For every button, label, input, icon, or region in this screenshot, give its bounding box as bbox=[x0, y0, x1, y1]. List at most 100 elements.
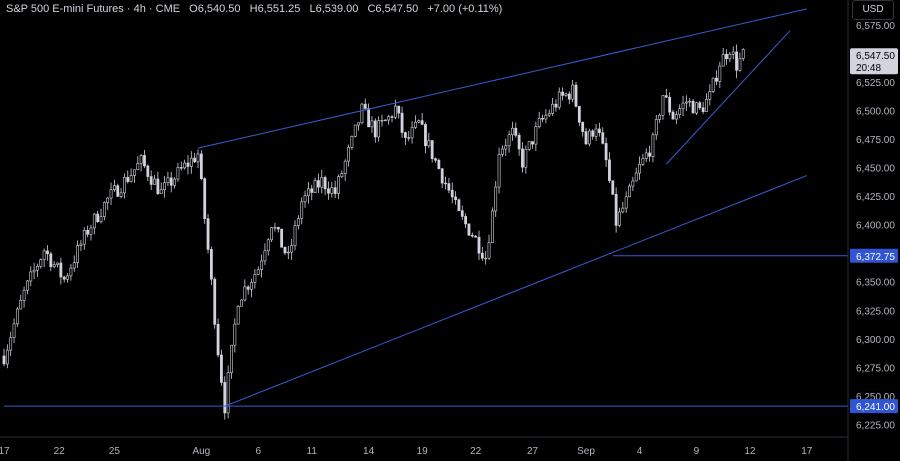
candle bbox=[15, 307, 19, 327]
candle-body bbox=[109, 189, 113, 199]
low-label: L bbox=[309, 3, 316, 15]
candle-body bbox=[283, 246, 287, 254]
candle bbox=[614, 187, 618, 233]
candle-body bbox=[494, 186, 498, 212]
time-tick-label: 17 bbox=[0, 446, 10, 457]
candle-body bbox=[106, 197, 110, 203]
symbol-name[interactable]: S&P 500 E-mini Futures bbox=[6, 3, 124, 15]
candle bbox=[303, 190, 307, 208]
candle bbox=[32, 262, 36, 280]
candle-body bbox=[330, 187, 334, 194]
candle-body bbox=[427, 140, 431, 147]
candle-body bbox=[397, 105, 401, 114]
candle-body bbox=[102, 202, 106, 217]
interval-label[interactable]: 4h bbox=[133, 3, 146, 15]
candle bbox=[517, 132, 521, 156]
open-label: O bbox=[189, 3, 198, 15]
price-tick-label: 6,450.00 bbox=[856, 164, 895, 175]
candle-body bbox=[313, 180, 317, 193]
candle bbox=[494, 181, 498, 217]
time-axis[interactable]: 17 22 25 Aug 6 11 14 19 22 27 Sep 4 9 12 17 bbox=[0, 446, 813, 457]
candle-body bbox=[684, 101, 688, 104]
candle bbox=[571, 79, 575, 103]
candle bbox=[507, 130, 511, 153]
candle-body bbox=[350, 136, 354, 148]
candle-body bbox=[360, 103, 364, 124]
candle-body bbox=[718, 65, 722, 82]
candle-body bbox=[233, 323, 237, 346]
candle bbox=[49, 251, 53, 272]
currency-button[interactable]: USD bbox=[852, 0, 894, 20]
price-tick-label: 6,225.00 bbox=[856, 420, 895, 431]
trendline[interactable] bbox=[197, 8, 807, 149]
trendline[interactable] bbox=[224, 175, 807, 407]
price-tick-label: 6,500.00 bbox=[856, 106, 895, 117]
candle-body bbox=[701, 107, 705, 112]
high-value: 6,551.25 bbox=[257, 3, 301, 15]
candle-body bbox=[32, 269, 36, 273]
candle-body bbox=[240, 299, 243, 307]
candle bbox=[424, 122, 427, 154]
candle bbox=[594, 124, 598, 141]
candle bbox=[159, 182, 163, 195]
trendline[interactable] bbox=[665, 30, 791, 165]
time-tick-label: Sep bbox=[577, 446, 595, 457]
candle-body bbox=[407, 137, 411, 139]
candle bbox=[671, 109, 675, 120]
candle bbox=[129, 168, 133, 183]
candle bbox=[678, 104, 682, 119]
candle bbox=[46, 245, 49, 261]
candle bbox=[286, 245, 290, 260]
candle bbox=[357, 122, 360, 131]
candle bbox=[340, 170, 344, 179]
candle-body bbox=[380, 120, 384, 122]
candle-body bbox=[66, 275, 69, 280]
candle bbox=[276, 226, 280, 233]
candle-body bbox=[487, 242, 491, 259]
candle-body bbox=[534, 126, 538, 145]
candle-body bbox=[735, 51, 738, 71]
candle-body bbox=[213, 278, 217, 325]
price-axis[interactable]: 6,575.006,550.006,525.006,500.006,475.00… bbox=[856, 21, 895, 432]
candle-body bbox=[464, 216, 468, 225]
candle bbox=[139, 153, 143, 172]
candle-body bbox=[310, 188, 314, 193]
candle-body bbox=[203, 178, 207, 219]
candle-body bbox=[501, 148, 504, 155]
candle-body bbox=[507, 134, 511, 147]
candle bbox=[480, 247, 484, 261]
candle bbox=[133, 169, 136, 183]
candle bbox=[524, 145, 528, 174]
candle bbox=[69, 263, 73, 281]
candle bbox=[624, 191, 628, 213]
candle-body bbox=[403, 132, 407, 138]
candle-body bbox=[664, 95, 668, 98]
candle-body bbox=[186, 162, 190, 167]
candle bbox=[310, 184, 314, 201]
candle bbox=[82, 227, 86, 250]
candle-body bbox=[688, 100, 692, 103]
candle bbox=[434, 157, 437, 163]
time-tick-label: 17 bbox=[801, 446, 813, 457]
candle bbox=[280, 228, 284, 248]
candle bbox=[216, 318, 220, 358]
candle bbox=[360, 102, 364, 125]
candle-body bbox=[99, 216, 103, 222]
candle-body bbox=[112, 185, 116, 191]
candle bbox=[199, 150, 203, 181]
candle bbox=[728, 51, 732, 63]
candle-body bbox=[444, 182, 447, 185]
candle-body bbox=[527, 141, 531, 150]
candle bbox=[644, 148, 648, 162]
candle bbox=[377, 116, 381, 142]
candle-body bbox=[139, 155, 143, 164]
candle-body bbox=[49, 253, 53, 268]
candle bbox=[126, 170, 130, 184]
candle-body bbox=[89, 227, 93, 235]
candle-body bbox=[477, 236, 481, 254]
candle bbox=[123, 173, 126, 199]
candle-body bbox=[490, 210, 494, 244]
separator-dot: · bbox=[148, 3, 153, 15]
candle-body bbox=[547, 113, 551, 116]
